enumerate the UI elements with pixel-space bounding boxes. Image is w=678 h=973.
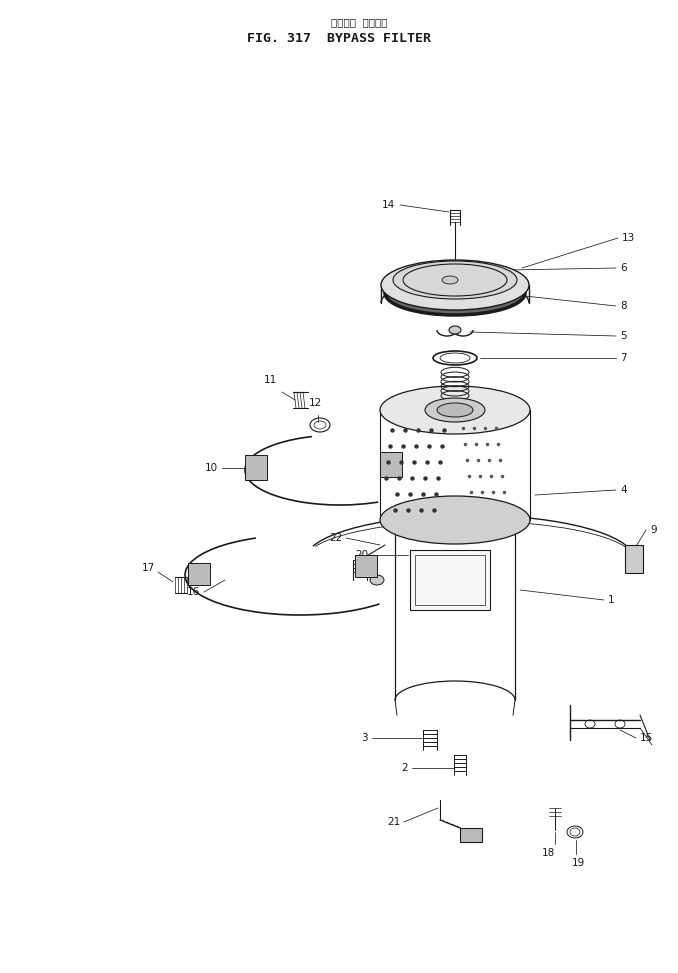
Ellipse shape <box>380 496 530 544</box>
Text: 9: 9 <box>650 525 656 535</box>
Ellipse shape <box>370 575 384 585</box>
Text: 19: 19 <box>572 858 584 868</box>
Text: 20: 20 <box>355 550 368 560</box>
Text: 15: 15 <box>640 733 653 743</box>
Text: 13: 13 <box>622 233 635 243</box>
Text: 22: 22 <box>329 533 342 543</box>
Text: 2: 2 <box>401 763 408 773</box>
Text: 12: 12 <box>308 398 321 408</box>
Ellipse shape <box>381 260 529 310</box>
Bar <box>380 452 402 477</box>
Text: FIG. 317  BYPASS FILTER: FIG. 317 BYPASS FILTER <box>247 31 431 45</box>
Bar <box>188 563 210 585</box>
Bar <box>625 545 643 573</box>
Bar <box>415 555 485 605</box>
Ellipse shape <box>449 326 461 334</box>
Ellipse shape <box>385 271 525 315</box>
Ellipse shape <box>425 398 485 422</box>
Text: 6: 6 <box>620 263 626 273</box>
Text: 18: 18 <box>541 848 555 858</box>
Bar <box>355 555 377 577</box>
Ellipse shape <box>442 276 458 284</box>
Ellipse shape <box>383 497 527 543</box>
Bar <box>410 550 490 610</box>
Text: 17: 17 <box>142 563 155 573</box>
Text: 14: 14 <box>382 200 395 210</box>
Bar <box>460 828 482 842</box>
Ellipse shape <box>393 261 517 299</box>
Ellipse shape <box>437 403 473 417</box>
Text: 8: 8 <box>620 301 626 311</box>
Bar <box>245 455 267 480</box>
Text: バイパス  フィルタ: バイパス フィルタ <box>331 17 387 27</box>
Text: 4: 4 <box>620 485 626 495</box>
Ellipse shape <box>395 501 515 539</box>
Text: 5: 5 <box>620 331 626 341</box>
Text: 1: 1 <box>608 595 615 605</box>
Text: 11: 11 <box>263 375 277 385</box>
Text: 3: 3 <box>361 733 368 743</box>
Text: 21: 21 <box>386 817 400 827</box>
Text: 16: 16 <box>186 587 200 597</box>
Text: 10: 10 <box>205 463 218 473</box>
Text: 7: 7 <box>620 353 626 363</box>
Ellipse shape <box>380 386 530 434</box>
